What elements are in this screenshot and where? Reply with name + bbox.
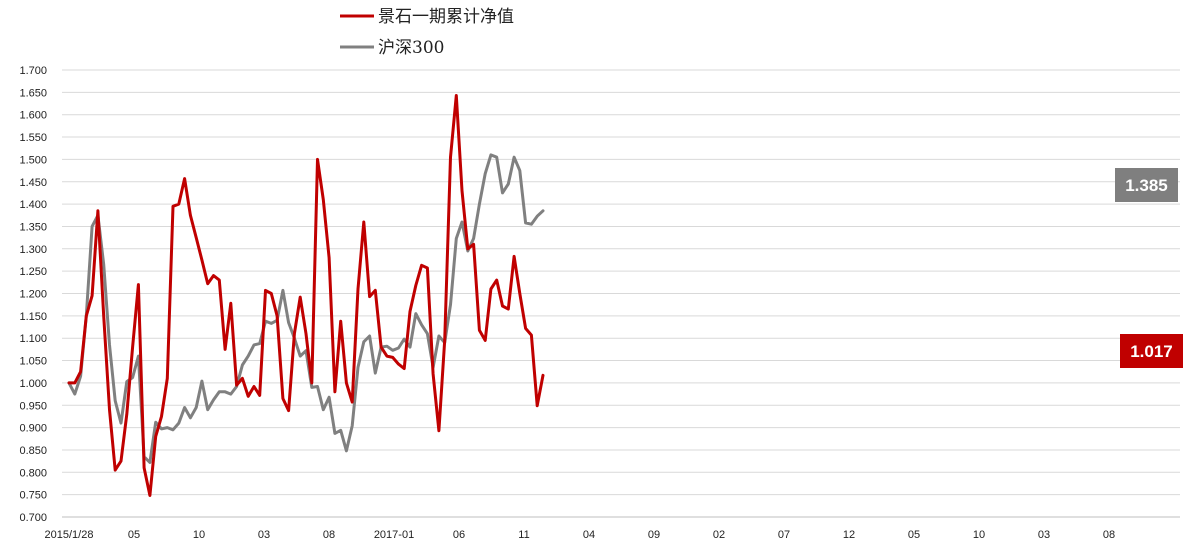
y-tick-label: 1.200 — [19, 289, 47, 301]
end-label-nav-box — [1120, 334, 1183, 368]
y-tick-label: 0.950 — [19, 400, 47, 412]
x-tick-label: 2015/1/28 — [45, 529, 94, 541]
x-axis-ticks: 2015/1/28 05 10 03 08 2017-01 06 11 04 09 02 07 12 05… — [45, 529, 1116, 541]
y-tick-label: 1.600 — [19, 110, 47, 122]
x-tick-label: 09 — [648, 529, 660, 541]
series-layer — [67, 94, 545, 497]
y-tick-label: 0.700 — [19, 512, 47, 524]
y-tick-label: 0.800 — [19, 467, 47, 479]
y-tick-label: 0.750 — [19, 490, 47, 502]
x-tick-label: 2017-01 — [374, 529, 414, 541]
x-tick-label: 04 — [583, 529, 595, 541]
y-tick-label: 1.100 — [19, 333, 47, 345]
grid-lines — [62, 69, 1180, 496]
x-tick-label: 12 — [843, 529, 855, 541]
y-tick-label: 1.250 — [19, 266, 47, 278]
legend: 景石一期累计净值 沪深300 — [340, 7, 514, 58]
y-tick-label: 1.500 — [19, 154, 47, 166]
legend-label-nav: 景石一期累计净值 — [378, 7, 514, 27]
end-label-nav: 1.017 — [1120, 334, 1183, 368]
y-tick-label: 1.400 — [19, 199, 47, 211]
legend-item-hs300: 沪深300 — [340, 38, 444, 58]
x-tick-label: 03 — [258, 529, 270, 541]
end-label-nav-text: 1.017 — [1130, 342, 1173, 361]
legend-label-hs300: 沪深300 — [378, 38, 444, 58]
y-tick-label: 0.900 — [19, 423, 47, 435]
y-tick-label: 0.850 — [19, 445, 47, 457]
end-label-hs300-box — [1115, 168, 1178, 202]
legend-item-nav: 景石一期累计净值 — [340, 7, 514, 27]
y-tick-label: 1.450 — [19, 177, 47, 189]
y-axis-ticks: 0.700 0.750 0.800 0.850 0.900 0.950 1.000 1.050… — [19, 65, 47, 524]
x-tick-label: 05 — [908, 529, 920, 541]
y-tick-label: 1.650 — [19, 87, 47, 99]
x-tick-label: 06 — [453, 529, 465, 541]
y-tick-label: 1.300 — [19, 244, 47, 256]
x-tick-label: 10 — [193, 529, 205, 541]
y-tick-label: 1.150 — [19, 311, 47, 323]
x-tick-label: 03 — [1038, 529, 1050, 541]
x-tick-label: 02 — [713, 529, 725, 541]
x-tick-label: 10 — [973, 529, 985, 541]
y-tick-label: 1.700 — [19, 65, 47, 77]
y-tick-label: 1.350 — [19, 221, 47, 233]
x-tick-label: 11 — [518, 529, 529, 541]
series-line-hs300 — [67, 153, 545, 464]
end-label-hs300-text: 1.385 — [1125, 176, 1168, 195]
x-tick-label: 05 — [128, 529, 140, 541]
y-tick-label: 1.550 — [19, 132, 47, 144]
end-label-hs300: 1.385 — [1115, 168, 1178, 202]
y-tick-label: 1.000 — [19, 378, 47, 390]
y-tick-label: 1.050 — [19, 356, 47, 368]
x-tick-label: 08 — [323, 529, 335, 541]
x-tick-label: 07 — [778, 529, 790, 541]
x-tick-label: 08 — [1103, 529, 1115, 541]
series-line-nav — [67, 94, 545, 497]
